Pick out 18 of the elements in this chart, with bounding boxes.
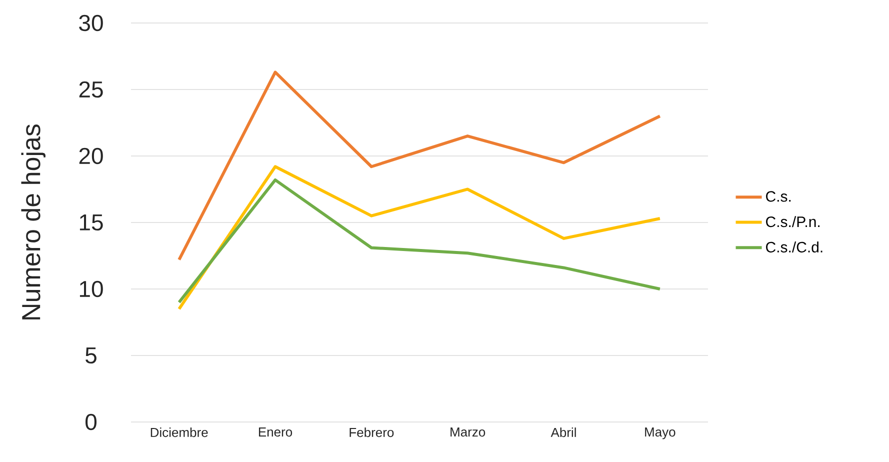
x-tick-label: Enero (258, 428, 292, 437)
y-tick-label: 0 (86, 414, 97, 430)
y-tick-label: 20 (79, 148, 103, 164)
y-tick-label: 10 (80, 280, 103, 298)
legend-label: C.s./P.n. (766, 216, 820, 228)
y-tick-label: 25 (79, 81, 103, 98)
y-axis-title: Numero de hojas (21, 124, 46, 320)
line-series (178, 70, 662, 262)
legend-label: C.s. (766, 191, 791, 202)
x-tick-label: Marzo (450, 428, 486, 437)
y-tick-label: 5 (86, 347, 96, 364)
x-tick-label: Diciembre (150, 428, 208, 438)
x-tick-label: Abril (550, 428, 576, 438)
x-tick-label: Febrero (350, 428, 394, 438)
x-tick-label: Mayo (645, 428, 676, 440)
y-tick-label: 15 (80, 214, 103, 231)
legend-label: C.s./C.d. (766, 241, 822, 252)
y-tick-label: 30 (79, 14, 103, 32)
